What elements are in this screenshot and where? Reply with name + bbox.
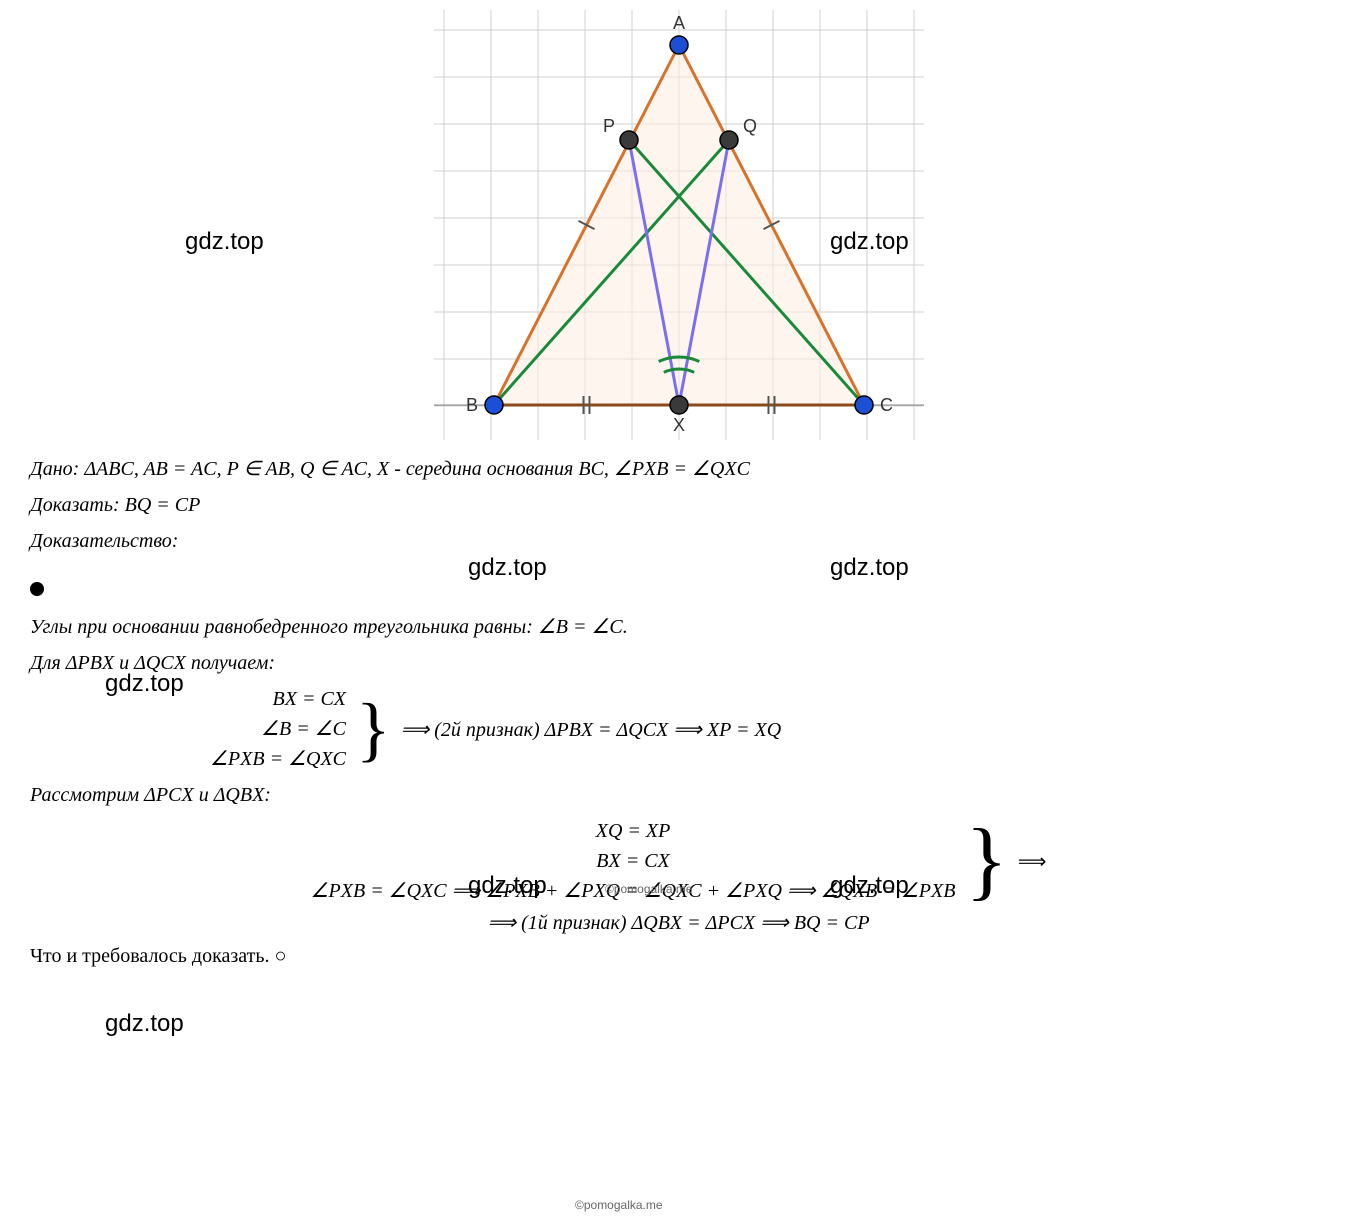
given-body: : ΔABC, AB = AC, P ∈ AB, Q ∈ AC, X - сер… — [73, 458, 750, 480]
right-brace-icon: } — [356, 697, 391, 762]
statement-1: Углы при основании равнобедренного треуг… — [30, 612, 1327, 642]
svg-text:C: C — [880, 395, 893, 415]
svg-text:P: P — [602, 116, 614, 136]
triangle-svg: A B C P Q X — [434, 10, 924, 440]
watermark-gdz: gdz.top — [468, 554, 547, 582]
statement-2: Для ΔPBX и ΔQCX получаем: — [30, 648, 1327, 678]
system-2: XQ = XP BX = CX ∠PXB = ∠QXC ⟹ ∠PXB + ∠PX… — [30, 816, 1327, 906]
sys1-stack: BX = CX ∠B = ∠C ∠PXB = ∠QXC — [210, 684, 346, 774]
sys2-line2: BX = CX — [596, 846, 670, 876]
given-label: Дано — [30, 458, 73, 480]
svg-text:X: X — [672, 415, 684, 435]
proof-heading: Доказательство: — [30, 526, 1327, 556]
sys1-line3: ∠PXB = ∠QXC — [210, 744, 346, 774]
system-1: BX = CX ∠B = ∠C ∠PXB = ∠QXC } ⟹ (2й приз… — [210, 684, 1327, 774]
sys2-line1: XQ = XP — [596, 816, 671, 846]
geometry-diagram: A B C P Q X — [30, 10, 1327, 446]
sys1-line1: BX = CX — [273, 684, 347, 714]
qed-line: Что и требовалось доказать. ○ — [30, 941, 1327, 971]
sys2-stack: XQ = XP BX = CX ∠PXB = ∠QXC ⟹ ∠PXB + ∠PX… — [311, 816, 956, 906]
stmt2-text: Для ΔPBX и ΔQCX получаем: — [30, 652, 275, 674]
stmt3-text: Рассмотрим ΔPCX и ΔQBX: — [30, 784, 271, 806]
sys1-result: ⟹ (2й признак) ΔPBX = ΔQCX ⟹ XP = XQ — [401, 717, 782, 742]
sys2-result: ⟹ (1й признак) ΔQBX = ΔPCX ⟹ BQ = CP — [30, 910, 1327, 935]
watermark-gdz: gdz.top — [830, 554, 909, 582]
svg-text:B: B — [465, 395, 477, 415]
prove-body: : BQ = CP — [113, 494, 200, 516]
stmt1-text: Углы при основании равнобедренного треуг… — [30, 616, 628, 638]
sys2-tail: ⟹ — [1018, 849, 1047, 874]
watermark-pomogalka: ©pomogalka.me — [575, 1198, 663, 1212]
sys2-line3: ∠PXB = ∠QXC ⟹ ∠PXB + ∠PXQ = ∠QXC + ∠PXQ … — [311, 876, 956, 906]
right-brace-big-icon: } — [965, 821, 1007, 900]
sys1-line2: ∠B = ∠C — [261, 714, 346, 744]
svg-text:A: A — [672, 13, 684, 33]
watermark-gdz: gdz.top — [105, 1010, 184, 1038]
prove-line: Доказать: BQ = CP — [30, 490, 1327, 520]
prove-label: Доказать — [30, 494, 113, 516]
bullet-icon — [30, 582, 44, 596]
statement-3: Рассмотрим ΔPCX и ΔQBX: — [30, 780, 1327, 810]
svg-text:Q: Q — [743, 116, 757, 136]
given-line: Дано: ΔABC, AB = AC, P ∈ AB, Q ∈ AC, X -… — [30, 454, 1327, 484]
